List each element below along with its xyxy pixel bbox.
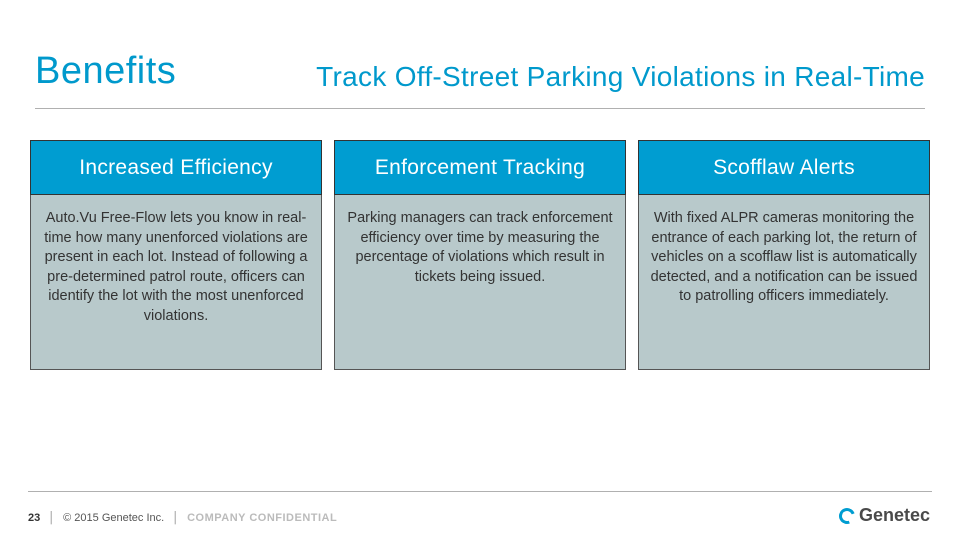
column-head: Increased Efficiency <box>30 140 322 195</box>
column-body: Auto.Vu Free-Flow lets you know in real-… <box>30 195 322 370</box>
page-number: 23 <box>28 512 40 524</box>
title-left: Benefits <box>35 50 176 93</box>
header: Benefits Track Off-Street Parking Violat… <box>35 50 925 93</box>
title-right: Track Off-Street Parking Violations in R… <box>316 61 925 93</box>
footer: 23 │ © 2015 Genetec Inc. │ COMPANY CONFI… <box>28 512 932 524</box>
column-tracking: Enforcement Tracking Parking managers ca… <box>334 140 626 370</box>
column-head: Enforcement Tracking <box>334 140 626 195</box>
divider-icon: │ <box>172 512 179 524</box>
column-body: With fixed ALPR cameras monitoring the e… <box>638 195 930 370</box>
column-head: Scofflaw Alerts <box>638 140 930 195</box>
logo-text: Genetec <box>859 505 930 526</box>
logo-mark-icon <box>836 505 857 526</box>
column-alerts: Scofflaw Alerts With fixed ALPR cameras … <box>638 140 930 370</box>
columns: Increased Efficiency Auto.Vu Free-Flow l… <box>30 140 930 370</box>
divider-icon: │ <box>48 512 55 524</box>
slide: Benefits Track Off-Street Parking Violat… <box>0 0 960 540</box>
footer-divider <box>28 491 932 492</box>
header-divider <box>35 108 925 109</box>
company-logo: Genetec <box>839 505 930 526</box>
column-body: Parking managers can track enforcement e… <box>334 195 626 370</box>
confidential-label: COMPANY CONFIDENTIAL <box>187 512 337 524</box>
copyright-text: © 2015 Genetec Inc. <box>63 512 164 524</box>
column-efficiency: Increased Efficiency Auto.Vu Free-Flow l… <box>30 140 322 370</box>
